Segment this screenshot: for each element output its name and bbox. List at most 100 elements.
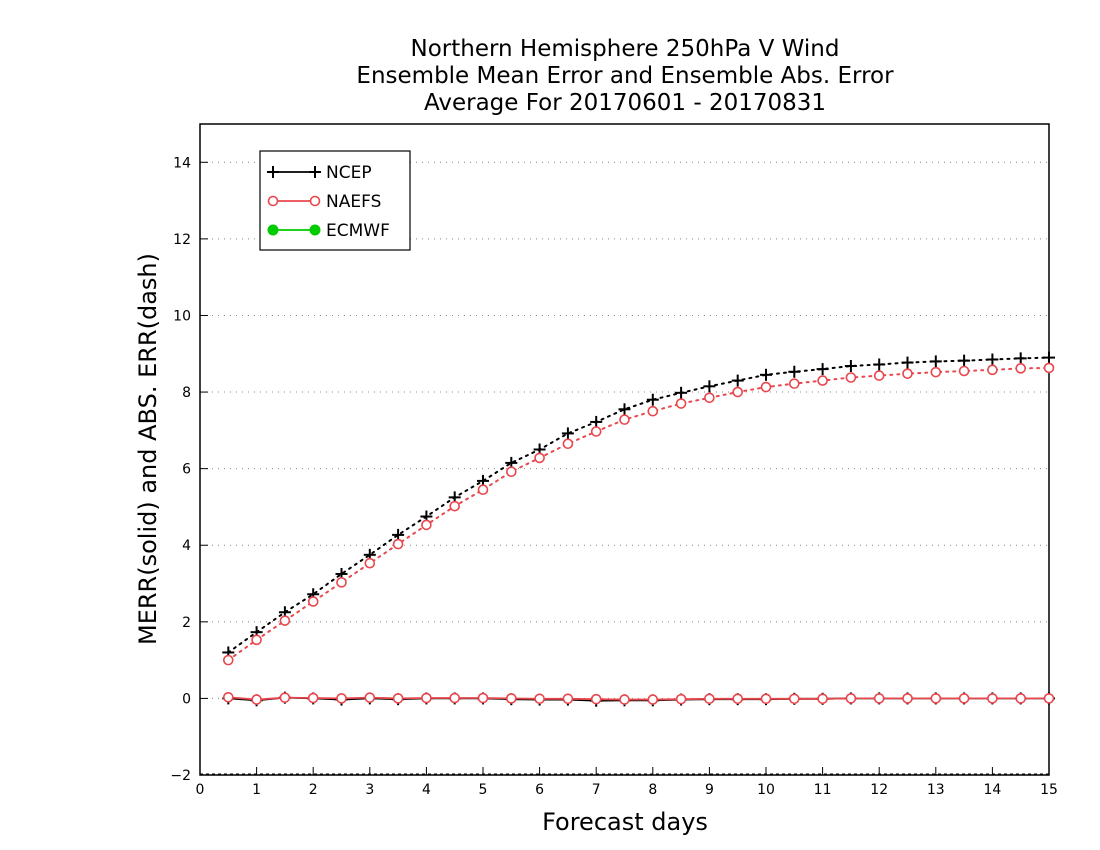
point-ncep-abs-err <box>703 380 716 393</box>
series-line-naefs-abs-err <box>227 366 1050 662</box>
point-naefs-abs-err <box>845 372 857 383</box>
point-ncep-abs-err <box>873 358 886 371</box>
point-naefs-abs-err <box>223 654 234 666</box>
x-tick-label: 8 <box>648 782 657 798</box>
point-ncep-abs-err <box>590 415 603 428</box>
x-tick-label: 5 <box>479 782 488 798</box>
x-tick-label: 10 <box>757 782 775 798</box>
point-naefs-abs-err <box>279 615 291 626</box>
point-naefs-merr <box>675 693 687 705</box>
y-tick-label: 12 <box>173 232 191 248</box>
point-naefs-merr <box>902 693 913 704</box>
point-naefs-abs-err <box>619 414 630 425</box>
plot-frame <box>199 123 1050 776</box>
x-tick-label: 4 <box>422 782 431 798</box>
chart-title-line-1: Northern Hemisphere 250hPa V Wind <box>410 36 840 62</box>
point-naefs-merr <box>930 693 942 704</box>
point-ncep-abs-err <box>788 365 801 378</box>
point-naefs-abs-err <box>562 438 574 450</box>
point-naefs-abs-err <box>930 366 942 378</box>
point-naefs-abs-err <box>704 392 715 404</box>
point-naefs-merr <box>307 692 319 704</box>
point-ncep-abs-err <box>844 360 857 373</box>
point-ncep-abs-err <box>731 374 744 387</box>
point-naefs-merr <box>534 693 545 705</box>
point-ncep-abs-err <box>929 355 942 368</box>
point-naefs-abs-err <box>817 375 828 386</box>
point-naefs-abs-err <box>647 405 659 417</box>
x-tick-label: 9 <box>705 782 714 798</box>
point-naefs-merr <box>364 692 376 703</box>
point-naefs-abs-err <box>505 466 517 478</box>
chart-title-line-3: Average For 20170601 - 20170831 <box>423 90 827 116</box>
point-naefs-abs-err <box>1043 362 1055 374</box>
y-tick-label: 4 <box>182 538 191 554</box>
x-tick-label: 0 <box>196 782 205 798</box>
point-naefs-merr <box>788 693 800 705</box>
point-naefs-merr <box>223 691 234 703</box>
x-tick-label: 15 <box>1040 782 1058 798</box>
point-naefs-abs-err <box>873 370 885 381</box>
x-tick-label: 1 <box>252 782 261 798</box>
point-ncep-abs-err <box>901 356 914 369</box>
point-naefs-abs-err <box>421 519 432 531</box>
point-naefs-merr <box>251 694 262 705</box>
point-ncep-abs-err <box>958 354 971 367</box>
chart-title-line-2: Ensemble Mean Error and Ensemble Abs. Er… <box>356 63 894 89</box>
x-tick-label: 2 <box>309 782 318 798</box>
point-naefs-merr <box>873 693 885 704</box>
point-naefs-abs-err <box>534 452 545 464</box>
point-naefs-merr <box>732 693 744 705</box>
point-naefs-abs-err <box>788 378 800 389</box>
point-naefs-abs-err <box>987 364 998 376</box>
point-naefs-merr <box>562 693 574 705</box>
point-naefs-merr <box>704 693 715 705</box>
series-line-ncep-abs-err <box>227 356 1050 654</box>
y-axis-label: MERR(solid) and ABS. ERR(dash) <box>134 253 162 645</box>
point-naefs-abs-err <box>392 538 404 550</box>
x-tick-label: 7 <box>592 782 601 798</box>
point-ncep-abs-err <box>646 393 659 406</box>
point-naefs-abs-err <box>675 398 687 409</box>
y-tick-label: 10 <box>173 308 191 324</box>
x-tick-label: 3 <box>365 782 374 798</box>
point-naefs-abs-err <box>364 557 376 569</box>
point-naefs-merr <box>392 693 404 704</box>
x-tick-label: 6 <box>535 782 544 798</box>
point-naefs-merr <box>647 694 659 705</box>
point-ncep-abs-err <box>816 363 829 376</box>
y-tick-label: −2 <box>170 768 191 784</box>
x-tick-label: 12 <box>870 782 888 798</box>
legend-marker-ncep <box>267 166 279 178</box>
legend-marker-naefs <box>267 195 279 207</box>
point-naefs-merr <box>619 694 630 705</box>
point-ncep-abs-err <box>561 427 574 440</box>
legend-marker-ecmwf <box>309 224 321 236</box>
point-naefs-abs-err <box>1015 363 1027 374</box>
point-ncep-abs-err <box>618 403 631 416</box>
point-naefs-merr <box>336 693 347 704</box>
legend-marker-ncep <box>309 166 321 178</box>
point-naefs-abs-err <box>958 365 970 377</box>
point-ncep-abs-err <box>1014 352 1027 365</box>
point-naefs-merr <box>987 693 998 704</box>
legend-marker-ecmwf <box>267 224 279 236</box>
point-naefs-merr <box>760 693 772 705</box>
legend-marker-naefs <box>309 195 321 207</box>
point-naefs-merr <box>505 693 517 704</box>
point-naefs-abs-err <box>307 596 319 607</box>
point-naefs-abs-err <box>336 577 347 588</box>
point-naefs-merr <box>958 693 970 704</box>
x-tick-label: 13 <box>927 782 945 798</box>
point-naefs-merr <box>817 693 828 705</box>
point-naefs-abs-err <box>732 386 744 398</box>
point-naefs-merr <box>449 692 461 704</box>
point-naefs-abs-err <box>477 484 489 496</box>
x-axis-label: Forecast days <box>542 808 708 836</box>
point-naefs-merr <box>421 692 432 704</box>
point-naefs-abs-err <box>902 368 913 379</box>
y-tick-label: 2 <box>182 615 191 631</box>
point-ncep-abs-err <box>760 368 772 381</box>
